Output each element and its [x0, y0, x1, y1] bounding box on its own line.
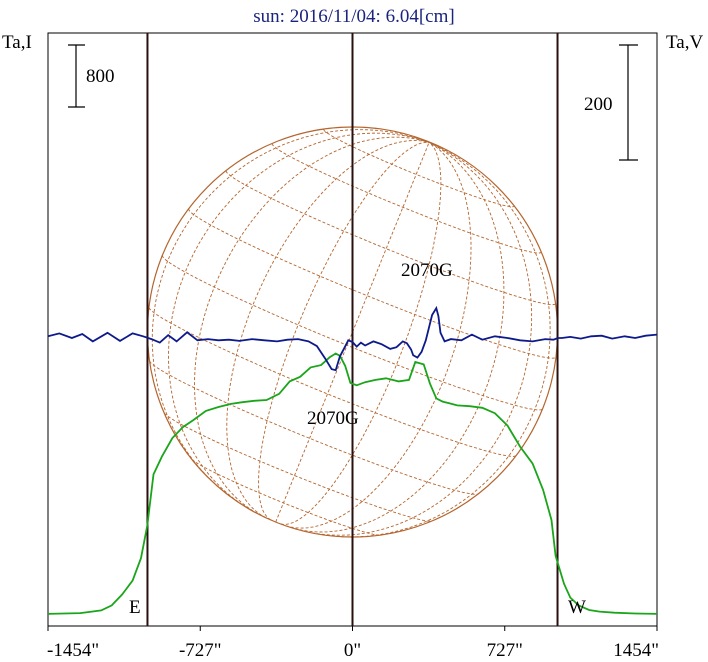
series-line-intensity: [47, 352, 658, 615]
longitude-grid-line: [302, 141, 533, 536]
right-scale-bar: 200: [584, 44, 638, 161]
latitude-grid-line: [271, 143, 542, 254]
longitude-grid-line: [258, 141, 430, 521]
annotation-intensity: 2070G: [401, 260, 453, 281]
series-line-polarization: [47, 305, 658, 372]
limb-label-west: W: [568, 597, 586, 618]
left-scale-bar-label: 800: [86, 66, 115, 87]
longitude-grid-line: [285, 142, 472, 529]
longitude-grid-line: [151, 129, 430, 498]
annotation-polarization: 2070G: [307, 408, 359, 429]
latitude-grid-line: [148, 307, 516, 457]
x-tick-label: 727": [487, 640, 523, 661]
latitude-grid-line: [149, 360, 479, 495]
left-scale-bar: 800: [68, 44, 115, 108]
limb-label-east: E: [129, 597, 141, 618]
right-scale-bar-label: 200: [584, 94, 613, 115]
left-axis-label: Ta,I: [2, 32, 32, 53]
x-axis-ticks: -1454" -727" 0" 727" 1454": [47, 626, 659, 661]
x-tick-label: -1454": [47, 640, 99, 661]
x-tick-label: 1454": [613, 640, 659, 661]
longitude-grid-line: [168, 132, 430, 511]
latitude-grid-line: [163, 412, 432, 522]
x-tick-label: 0": [344, 640, 361, 661]
chart-title: sun: 2016/11/04: 6.04[cm]: [253, 6, 454, 27]
longitude-grid-line: [325, 141, 551, 538]
x-tick-label: -727": [179, 640, 222, 661]
longitude-grid-line: [280, 142, 442, 525]
vertical-markers: [146, 33, 559, 626]
longitude-grid-line: [226, 140, 430, 519]
longitude-grid-line: [289, 142, 505, 533]
right-axis-label: Ta,V: [666, 32, 703, 53]
longitude-grid-line: [275, 142, 430, 523]
